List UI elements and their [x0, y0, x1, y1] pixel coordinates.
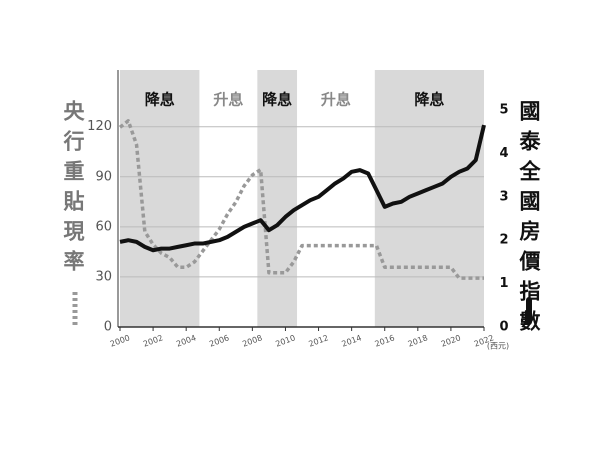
x-tick-label: 2010 — [274, 333, 296, 348]
right-axis-title: 國泰全國房價指數 — [517, 100, 541, 340]
period-band — [120, 70, 200, 327]
left-axis-title: 央行重貼現率 — [61, 100, 85, 280]
y-tick-label: 60 — [95, 219, 112, 234]
y-tick-label: 90 — [95, 169, 112, 184]
y2-tick-label: 4 — [499, 146, 508, 161]
y2-tick-label: 0 — [499, 320, 508, 335]
period-band — [257, 70, 298, 327]
x-tick-label: 2018 — [407, 333, 429, 348]
x-tick-label: 2006 — [208, 333, 230, 348]
y2-tick-label: 3 — [499, 189, 508, 204]
series-line — [118, 119, 484, 280]
x-tick-label: 2020 — [440, 333, 462, 348]
period-label: 降息 — [262, 91, 292, 109]
series-line — [119, 124, 486, 253]
x-tick-label: 2008 — [241, 333, 263, 348]
period-label: 降息 — [145, 91, 175, 109]
x-tick-label: 2004 — [175, 333, 197, 348]
y-tick-label: 120 — [87, 119, 112, 134]
y-tick-label: 30 — [95, 269, 112, 284]
period-band — [374, 70, 484, 327]
x-unit: (西元) — [487, 342, 509, 351]
x-tick-label: 2000 — [109, 333, 131, 348]
x-tick-label: 2002 — [142, 333, 164, 348]
period-label: 升息 — [213, 91, 243, 109]
y2-tick-label: 2 — [499, 233, 508, 248]
period-label: 升息 — [321, 91, 351, 109]
y-tick-label: 0 — [104, 320, 112, 335]
y2-tick-label: 5 — [499, 102, 508, 117]
y2-tick-label: 1 — [499, 276, 508, 291]
x-tick-label: 2016 — [374, 333, 396, 348]
x-tick-label: 2012 — [307, 333, 329, 348]
period-label: 降息 — [414, 91, 444, 109]
x-tick-label: 2014 — [341, 333, 363, 348]
